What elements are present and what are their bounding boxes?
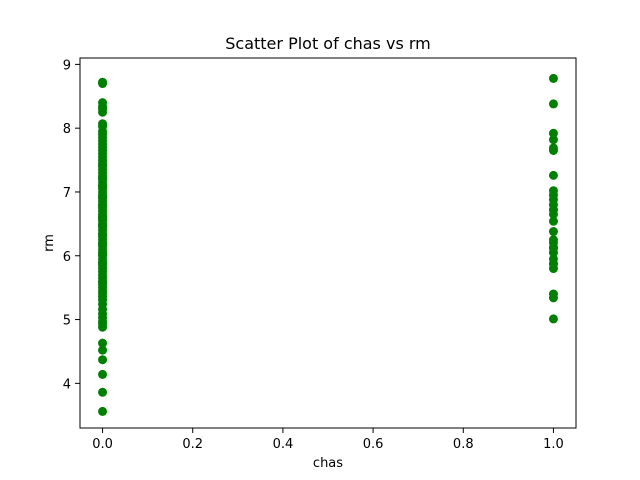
data-point xyxy=(548,186,558,196)
x-tick-label: 0.4 xyxy=(273,437,294,452)
data-point xyxy=(98,119,108,129)
data-point xyxy=(548,143,558,153)
data-point xyxy=(548,73,558,83)
data-point xyxy=(548,128,558,138)
x-tick-label: 1.0 xyxy=(543,437,564,452)
chart-title: Scatter Plot of chas vs rm xyxy=(225,34,431,53)
data-point xyxy=(98,98,108,108)
data-point xyxy=(98,239,108,249)
x-tick-label: 0.8 xyxy=(453,437,474,452)
data-point xyxy=(98,220,108,230)
data-point xyxy=(548,216,558,226)
x-tick-label: 0.2 xyxy=(182,437,203,452)
y-axis: 4 5 6 7 8 9 xyxy=(63,58,80,392)
y-tick-label: 8 xyxy=(63,122,71,137)
data-point xyxy=(98,201,108,211)
y-tick-label: 9 xyxy=(63,58,71,73)
data-point xyxy=(548,170,558,180)
data-point xyxy=(548,135,558,145)
data-point xyxy=(98,214,108,224)
data-point xyxy=(98,258,108,268)
data-point xyxy=(98,338,108,348)
data-point xyxy=(98,160,108,170)
plot-frame xyxy=(79,57,577,429)
data-point xyxy=(98,387,108,397)
data-points xyxy=(98,73,558,416)
data-point xyxy=(548,289,558,299)
y-tick-label: 5 xyxy=(63,314,71,329)
data-point xyxy=(548,235,558,245)
data-point xyxy=(548,99,558,109)
y-tick-label: 7 xyxy=(63,186,71,201)
y-tick-label: 6 xyxy=(63,250,71,265)
data-point xyxy=(98,173,108,183)
x-axis-label: chas xyxy=(313,456,343,471)
data-point xyxy=(98,345,108,355)
y-tick-label: 4 xyxy=(63,377,71,392)
data-point xyxy=(548,227,558,237)
x-tick-label: 0.6 xyxy=(363,437,384,452)
data-point xyxy=(98,77,108,87)
data-point xyxy=(548,259,558,269)
data-point xyxy=(98,182,108,192)
data-point xyxy=(548,242,558,252)
data-point xyxy=(98,369,108,379)
data-point xyxy=(98,192,108,202)
y-axis-label: rm xyxy=(42,234,57,252)
x-axis: 0.0 0.2 0.4 0.6 0.8 1.0 xyxy=(92,428,564,452)
data-point xyxy=(548,314,558,324)
data-point xyxy=(548,205,558,215)
data-point xyxy=(98,249,108,259)
data-point xyxy=(98,230,108,240)
data-point xyxy=(98,406,108,416)
data-point xyxy=(98,355,108,365)
x-tick-label: 0.0 xyxy=(92,437,113,452)
data-point xyxy=(98,278,108,288)
